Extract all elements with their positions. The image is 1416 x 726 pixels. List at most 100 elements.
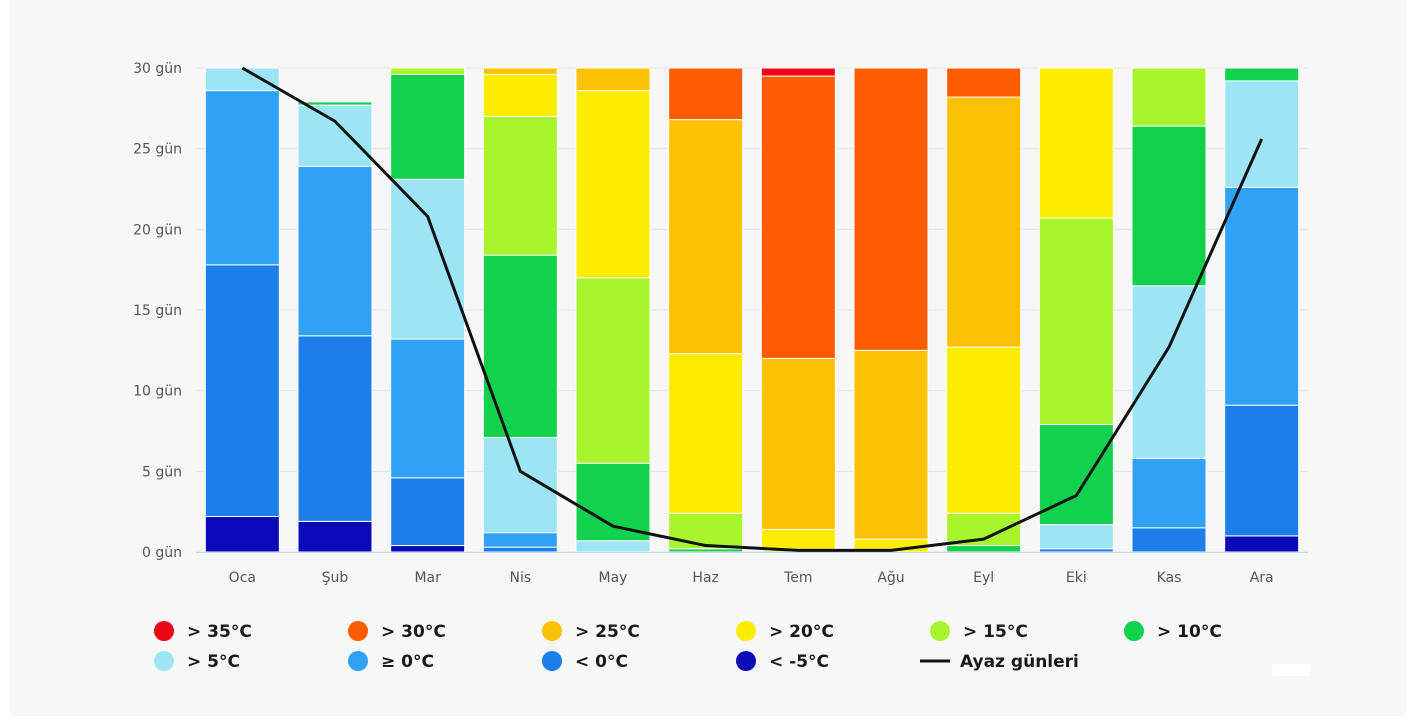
bar-segment-eki-gt-15c <box>1038 217 1114 426</box>
bar-segment-may-gt-25c <box>575 67 651 92</box>
bar-segment-ara-gt-5c <box>1224 80 1300 188</box>
legend-item-gt-20c[interactable]: > 20°C <box>736 621 834 642</box>
bar-segment-mar-gt-15c <box>390 67 466 75</box>
legend-label: < -5°C <box>769 652 829 672</box>
bar-segment-eyl-gt-25c <box>946 96 1022 348</box>
bar-segment-mar-gt-5c <box>390 178 466 340</box>
bar-segment-nis-gt-20c <box>482 73 558 117</box>
legend-item-gt-5c[interactable]: > 5°C <box>154 651 240 672</box>
legend-item-ayaz-g-nleri[interactable]: Ayaz günleri <box>920 652 1079 672</box>
bar-segment-ara-lt-5c <box>1224 535 1300 553</box>
legend-label: < 0°C <box>575 652 628 672</box>
bar-segment-a-u-gt-30c <box>853 67 929 351</box>
bar-segment-mar-gte-0c <box>390 338 466 479</box>
bar-segment-may-gt-10c <box>575 462 651 542</box>
legend-label: > 15°C <box>963 622 1028 642</box>
bar-segment-tem-gt-20c <box>760 528 836 551</box>
bars <box>204 67 1300 553</box>
x-tick-label: Kas <box>1157 570 1182 586</box>
legend-item-lt-0c[interactable]: < 0°C <box>542 651 628 672</box>
bar-segment-tem-gt-30c <box>760 75 836 359</box>
legend-dot-marker <box>1124 621 1144 641</box>
legend-dot-marker <box>154 621 174 641</box>
frost-days-polyline <box>241 66 1264 552</box>
legend-dot-marker <box>348 621 368 641</box>
bar-segment-nis-gt-15c <box>482 115 558 256</box>
x-tick-label: Ağu <box>877 570 904 586</box>
bar-segment-ara-gt-10c <box>1224 67 1300 82</box>
y-tick-label: 25 gün <box>133 142 182 158</box>
stacked-bar-chart: 0 gün 5 gün 10 gün 15 gün 20 gün 25 gün 30 gün… <box>133 61 1310 676</box>
bar-segment-may-gt-15c <box>575 277 651 464</box>
bar-segment-eki-gt-20c <box>1038 67 1114 219</box>
bar-segment-tem-gt-25c <box>760 357 836 530</box>
x-tick-label: Nis <box>510 570 532 586</box>
legend-item-gt-15c[interactable]: > 15°C <box>930 621 1028 642</box>
legend-label: > 20°C <box>769 622 834 642</box>
frost-days-line <box>241 66 1264 552</box>
y-tick-label: 0 gün <box>142 545 182 561</box>
bar-segment-ara-lt-0c <box>1224 404 1300 537</box>
legend-item-gt-30c[interactable]: > 30°C <box>348 621 446 642</box>
bar-segment-oca-lt-5c <box>204 516 280 553</box>
bar-segment-ub-gt-5c <box>297 104 373 167</box>
bar-segment-a-u-gt-25c <box>853 349 929 540</box>
bar-segment-kas-gte-0c <box>1131 457 1207 529</box>
legend-dot-marker <box>930 621 950 641</box>
y-tick-label: 20 gün <box>133 222 182 238</box>
x-tick-label: Ara <box>1250 570 1274 586</box>
legend: > 35°C > 30°C > 25°C > 20°C > 15°C > 10°C > 5°… <box>154 621 1310 676</box>
legend-dot-marker <box>542 621 562 641</box>
bar-segment-ub-gte-0c <box>297 165 373 337</box>
legend-dot-marker <box>542 651 562 671</box>
x-tick-label: Eki <box>1066 570 1087 586</box>
legend-item-gt-25c[interactable]: > 25°C <box>542 621 640 642</box>
legend-label: Ayaz günleri <box>960 652 1079 672</box>
x-tick-label: Haz <box>692 570 718 586</box>
bar-segment-kas-lt-0c <box>1131 527 1207 553</box>
legend-label: > 5°C <box>187 652 240 672</box>
bar-segment-nis-gt-25c <box>482 67 558 75</box>
legend-item-gt-10c[interactable]: > 10°C <box>1124 621 1222 642</box>
bar-segment-tem-gt-35c <box>760 67 836 77</box>
legend-dot-marker <box>348 651 368 671</box>
bar-segment-mar-gt-10c <box>390 73 466 180</box>
bar-segment-mar-lt-5c <box>390 545 466 553</box>
bar-segment-kas-gt-10c <box>1131 125 1207 287</box>
bar-segment-may-gt-5c <box>575 540 651 553</box>
legend-item-lt-5c[interactable]: < -5°C <box>736 651 829 672</box>
bar-segment-ub-lt-0c <box>297 335 373 522</box>
bar-segment-haz-gt-25c <box>668 119 744 355</box>
bar-segment-haz-gt-20c <box>668 353 744 514</box>
legend-dot-marker <box>736 651 756 671</box>
x-tick-label: Mar <box>414 570 441 586</box>
bar-segment-haz-gt-15c <box>668 512 744 550</box>
bar-segment-mar-lt-0c <box>390 477 466 547</box>
bar-segment-eki-gt-5c <box>1038 524 1114 550</box>
x-tick-label: Şub <box>322 570 349 586</box>
bar-segment-oca-gt-5c <box>204 67 280 92</box>
legend-dot-marker <box>736 621 756 641</box>
bar-segment-ub-gt-10c <box>297 101 373 106</box>
x-tick-label: Oca <box>229 570 256 586</box>
bar-segment-kas-gt-15c <box>1131 67 1207 127</box>
legend-label: ≥ 0°C <box>381 652 434 672</box>
bar-segment-haz-gt-30c <box>668 67 744 121</box>
bar-segment-ub-lt-5c <box>297 520 373 553</box>
legend-label: > 35°C <box>187 622 252 642</box>
bar-segment-oca-gte-0c <box>204 90 280 266</box>
gridlines <box>196 67 1308 553</box>
x-tick-label: May <box>599 570 628 586</box>
legend-label: > 10°C <box>1157 622 1222 642</box>
legend-label: > 30°C <box>381 622 446 642</box>
legend-item-gt-35c[interactable]: > 35°C <box>154 621 252 642</box>
bar-segment-nis-gte-0c <box>482 532 558 548</box>
bar-segment-eki-gt-10c <box>1038 424 1114 526</box>
x-tick-label: Eyl <box>973 570 994 586</box>
y-tick-label: 10 gün <box>133 384 182 400</box>
bar-segment-nis-gt-10c <box>482 254 558 438</box>
legend-item-gte-0c[interactable]: ≥ 0°C <box>348 651 434 672</box>
y-tick-label: 15 gün <box>133 303 182 319</box>
panel-corner-patch <box>1272 664 1310 676</box>
bar-segment-ara-gte-0c <box>1224 186 1300 406</box>
